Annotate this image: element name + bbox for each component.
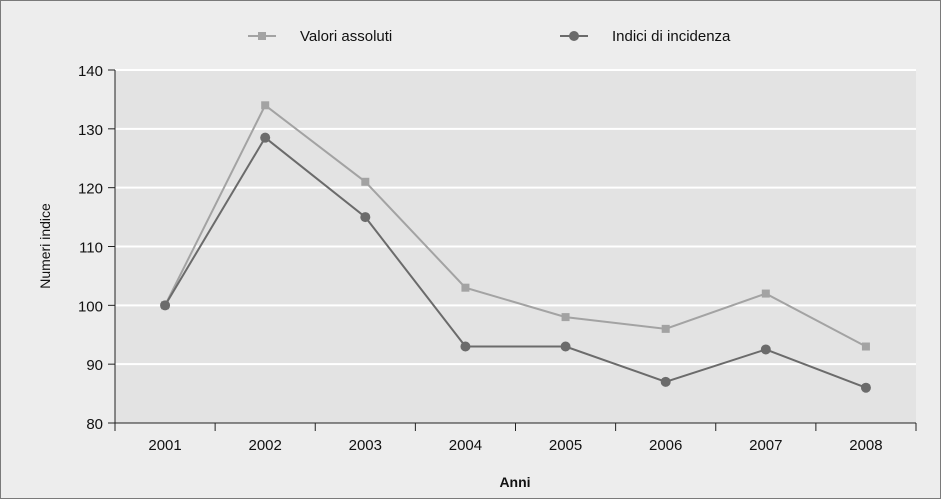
data-point-square [861, 342, 870, 351]
series-layer [160, 101, 871, 393]
x-tick-label: 2005 [549, 437, 582, 454]
y-tick-label: 110 [79, 240, 103, 257]
data-point-circle [760, 344, 771, 355]
x-tick-label: 2006 [649, 437, 682, 454]
x-tick-label: 2007 [749, 437, 782, 454]
x-tick-label: 2002 [249, 437, 282, 454]
legend-marker-square [258, 32, 266, 40]
data-point-circle [660, 376, 671, 387]
legend-label: Valori assoluti [300, 28, 392, 45]
legend: Valori assoluti Indici di incidenza [248, 28, 731, 45]
series-line [164, 136, 867, 389]
x-axis-title: Anni [499, 474, 530, 490]
data-point-square [761, 289, 770, 298]
data-point-circle [160, 300, 171, 311]
x-tick-label: 2001 [148, 437, 181, 454]
legend-marker-circle [569, 31, 579, 41]
data-point-circle [860, 382, 871, 393]
data-point-square [261, 101, 270, 110]
x-tick-label: 2008 [849, 437, 882, 454]
y-axis-ticks: 80 90 100 110 120 130 140 [78, 63, 115, 433]
x-tick-label: 2004 [449, 437, 482, 454]
y-tick-label: 140 [78, 63, 103, 80]
y-tick-label: 90 [86, 357, 103, 374]
x-axis-ticks: 2001 2002 2003 2004 2005 2006 2007 2008 [114, 423, 917, 454]
data-point-circle [360, 212, 371, 223]
y-axis-title: Numeri indice [37, 203, 53, 289]
legend-label: Indici di incidenza [612, 28, 731, 45]
y-tick-label: 80 [86, 416, 103, 433]
data-point-square [561, 313, 570, 322]
data-point-circle [260, 132, 271, 143]
y-tick-label: 100 [78, 298, 103, 315]
y-tick-label: 120 [78, 181, 103, 198]
series-line [164, 103, 867, 348]
data-point-square [661, 324, 670, 333]
data-point-circle [560, 341, 571, 352]
grid-lines [115, 69, 916, 366]
data-point-square [361, 177, 370, 186]
x-tick-label: 2003 [349, 437, 382, 454]
data-point-square [461, 283, 470, 292]
y-tick-label: 130 [78, 122, 103, 139]
data-point-circle [460, 341, 471, 352]
